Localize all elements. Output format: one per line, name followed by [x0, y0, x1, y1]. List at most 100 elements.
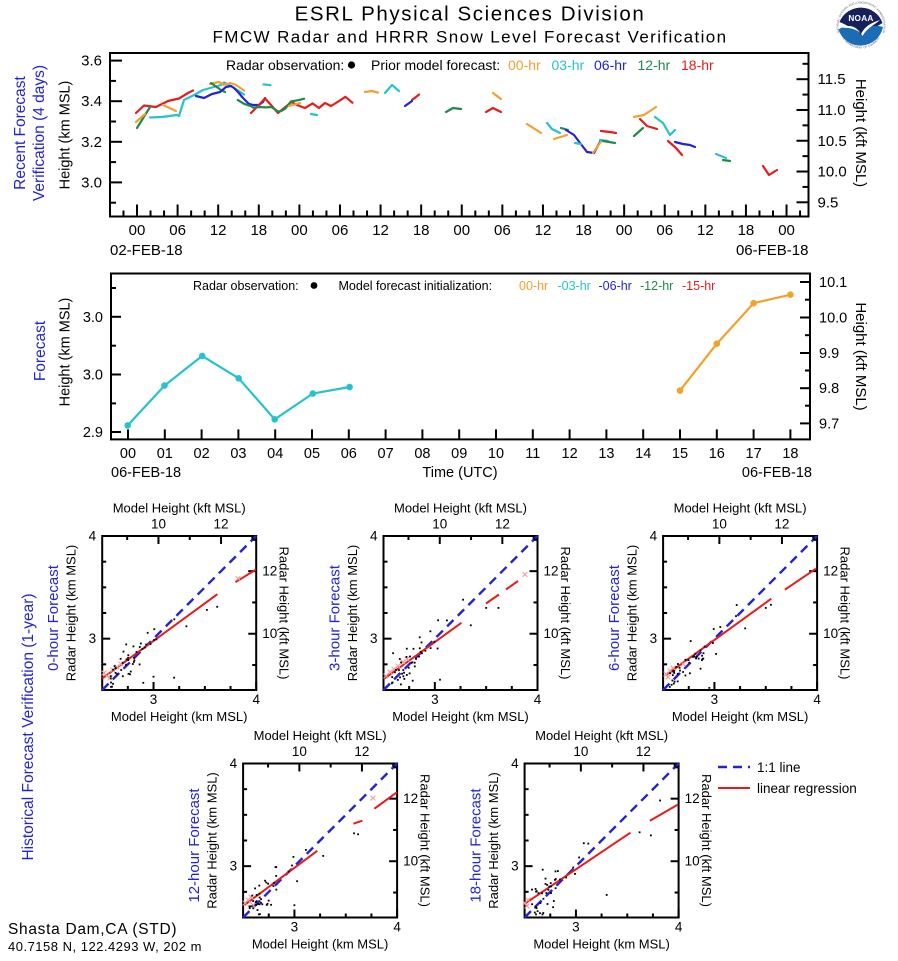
svg-text:Model forecast initialization:: Model forecast initialization:	[339, 279, 493, 293]
svg-text:10.0: 10.0	[819, 311, 847, 327]
svg-text:Height (km MSL): Height (km MSL)	[58, 298, 74, 407]
svg-text:Recent Forecast: Recent Forecast	[12, 75, 29, 189]
svg-text:08: 08	[414, 446, 430, 462]
svg-text:3.4: 3.4	[81, 93, 102, 110]
svg-text:4: 4	[650, 529, 658, 544]
svg-text:-12-hr: -12-hr	[640, 279, 673, 293]
svg-text:Prior model forecast:: Prior model forecast:	[371, 57, 500, 73]
svg-text:06: 06	[494, 222, 511, 239]
svg-text:-15-hr: -15-hr	[682, 279, 715, 293]
svg-text:Radar Height (kft MSL): Radar Height (kft MSL)	[277, 547, 292, 680]
svg-text:Radar Height (kft MSL): Radar Height (kft MSL)	[418, 774, 433, 907]
svg-text:10.0: 10.0	[818, 164, 847, 181]
svg-text:13: 13	[598, 446, 614, 462]
svg-text:Radar Height (kft MSL): Radar Height (kft MSL)	[699, 774, 714, 907]
svg-text:10: 10	[151, 517, 166, 532]
svg-text:10: 10	[403, 854, 418, 869]
svg-text:9.8: 9.8	[819, 381, 839, 397]
svg-text:Radar Height (kft MSL): Radar Height (kft MSL)	[838, 547, 853, 680]
svg-text:11.0: 11.0	[818, 102, 846, 119]
svg-text:3.0: 3.0	[81, 174, 102, 191]
svg-text:2.9: 2.9	[83, 425, 103, 441]
svg-text:4: 4	[370, 529, 378, 544]
svg-text:10: 10	[573, 744, 588, 759]
svg-text:00: 00	[778, 222, 795, 239]
svg-text:12: 12	[685, 791, 700, 806]
svg-text:11: 11	[525, 446, 540, 462]
svg-text:Forecast: Forecast	[32, 320, 49, 381]
svg-text:Height (km MSL): Height (km MSL)	[58, 81, 74, 190]
svg-text:Model Height (km MSL): Model Height (km MSL)	[111, 709, 248, 724]
svg-text:00: 00	[453, 222, 470, 239]
svg-text:Model Height (kft MSL): Model Height (kft MSL)	[394, 501, 527, 516]
svg-text:-06-hr: -06-hr	[599, 279, 632, 293]
svg-text:03-hr: 03-hr	[552, 57, 585, 73]
svg-text:12: 12	[495, 517, 510, 532]
svg-text:4: 4	[675, 920, 683, 935]
svg-text:4: 4	[230, 756, 238, 771]
svg-text:06: 06	[332, 222, 349, 239]
svg-text:12: 12	[636, 744, 651, 759]
svg-text:00: 00	[291, 222, 308, 239]
svg-text:40.7158 N, 122.4293 W, 202 m: 40.7158 N, 122.4293 W, 202 m	[8, 939, 202, 954]
svg-text:3: 3	[511, 859, 519, 874]
svg-text:18: 18	[782, 446, 798, 462]
svg-text:10.1: 10.1	[819, 275, 847, 291]
svg-text:00: 00	[616, 222, 633, 239]
svg-text:06-FEB-18: 06-FEB-18	[111, 465, 181, 481]
svg-text:06-FEB-18: 06-FEB-18	[736, 242, 809, 259]
svg-text:3.6: 3.6	[81, 53, 102, 70]
svg-text:12: 12	[544, 564, 559, 579]
svg-text:3: 3	[650, 631, 658, 646]
svg-text:12: 12	[210, 222, 227, 239]
svg-text:12: 12	[372, 222, 389, 239]
svg-text:00: 00	[120, 446, 136, 462]
svg-text:02-FEB-18: 02-FEB-18	[110, 242, 183, 259]
svg-text:Model Height (km MSL): Model Height (km MSL)	[672, 709, 809, 724]
svg-text:00-hr: 00-hr	[519, 279, 548, 293]
svg-text:15: 15	[672, 446, 688, 462]
svg-text:3: 3	[711, 692, 719, 707]
svg-text:Historical Forecast Verificati: Historical Forecast Verification (1-year…	[20, 593, 37, 860]
svg-text:Height (kft MSL): Height (kft MSL)	[852, 79, 869, 187]
svg-text:3-hour Forecast: 3-hour Forecast	[327, 564, 344, 671]
svg-text:3.0: 3.0	[83, 310, 103, 326]
svg-text:12: 12	[535, 222, 552, 239]
svg-text:4: 4	[252, 692, 260, 707]
svg-text:4: 4	[534, 692, 542, 707]
svg-text:3: 3	[230, 859, 238, 874]
svg-text:Model Height (kft MSL): Model Height (kft MSL)	[113, 501, 246, 516]
svg-text:4: 4	[511, 756, 519, 771]
svg-text:10: 10	[544, 626, 559, 641]
svg-text:3: 3	[291, 920, 299, 935]
svg-text:12: 12	[214, 517, 229, 532]
svg-text:07: 07	[378, 446, 394, 462]
svg-text:Model Height (kft MSL): Model Height (kft MSL)	[254, 728, 387, 743]
svg-text:3: 3	[431, 692, 439, 707]
svg-text:3.2: 3.2	[81, 134, 102, 151]
svg-text:05: 05	[304, 446, 320, 462]
svg-text:12: 12	[403, 791, 418, 806]
svg-text:18-hour Forecast: 18-hour Forecast	[468, 788, 485, 903]
svg-text:3: 3	[150, 692, 158, 707]
svg-text:12: 12	[354, 744, 369, 759]
svg-text:10: 10	[292, 744, 307, 759]
svg-text:Time (UTC): Time (UTC)	[422, 465, 497, 481]
svg-text:12: 12	[562, 446, 578, 462]
svg-text:10: 10	[823, 626, 838, 641]
svg-text:Height (kft MSL): Height (kft MSL)	[852, 302, 869, 410]
svg-text:17: 17	[746, 446, 762, 462]
svg-text:12-hour Forecast: 12-hour Forecast	[186, 788, 203, 903]
svg-text:06: 06	[341, 446, 357, 462]
svg-text:18: 18	[250, 222, 267, 239]
svg-text:Radar observation:: Radar observation:	[193, 279, 299, 293]
svg-text:12-hr: 12-hr	[638, 57, 671, 73]
svg-text:Radar Height (km MSL): Radar Height (km MSL)	[625, 545, 640, 682]
svg-text:ESRL Physical Sciences Divisio: ESRL Physical Sciences Division	[295, 3, 646, 26]
svg-text:Verification (4 days): Verification (4 days)	[31, 65, 48, 201]
svg-text:01: 01	[157, 446, 173, 462]
svg-text:3: 3	[89, 631, 97, 646]
svg-text:Radar observation:: Radar observation:	[226, 57, 344, 73]
svg-text:9.7: 9.7	[819, 416, 839, 432]
svg-text:Radar Height (km MSL): Radar Height (km MSL)	[64, 545, 79, 682]
